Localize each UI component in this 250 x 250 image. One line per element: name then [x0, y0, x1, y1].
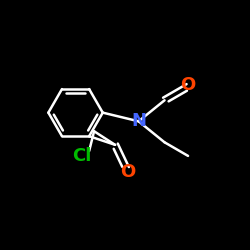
- Text: O: O: [180, 76, 196, 94]
- Text: N: N: [131, 112, 146, 130]
- Text: O: O: [120, 163, 135, 181]
- Text: Cl: Cl: [72, 147, 92, 165]
